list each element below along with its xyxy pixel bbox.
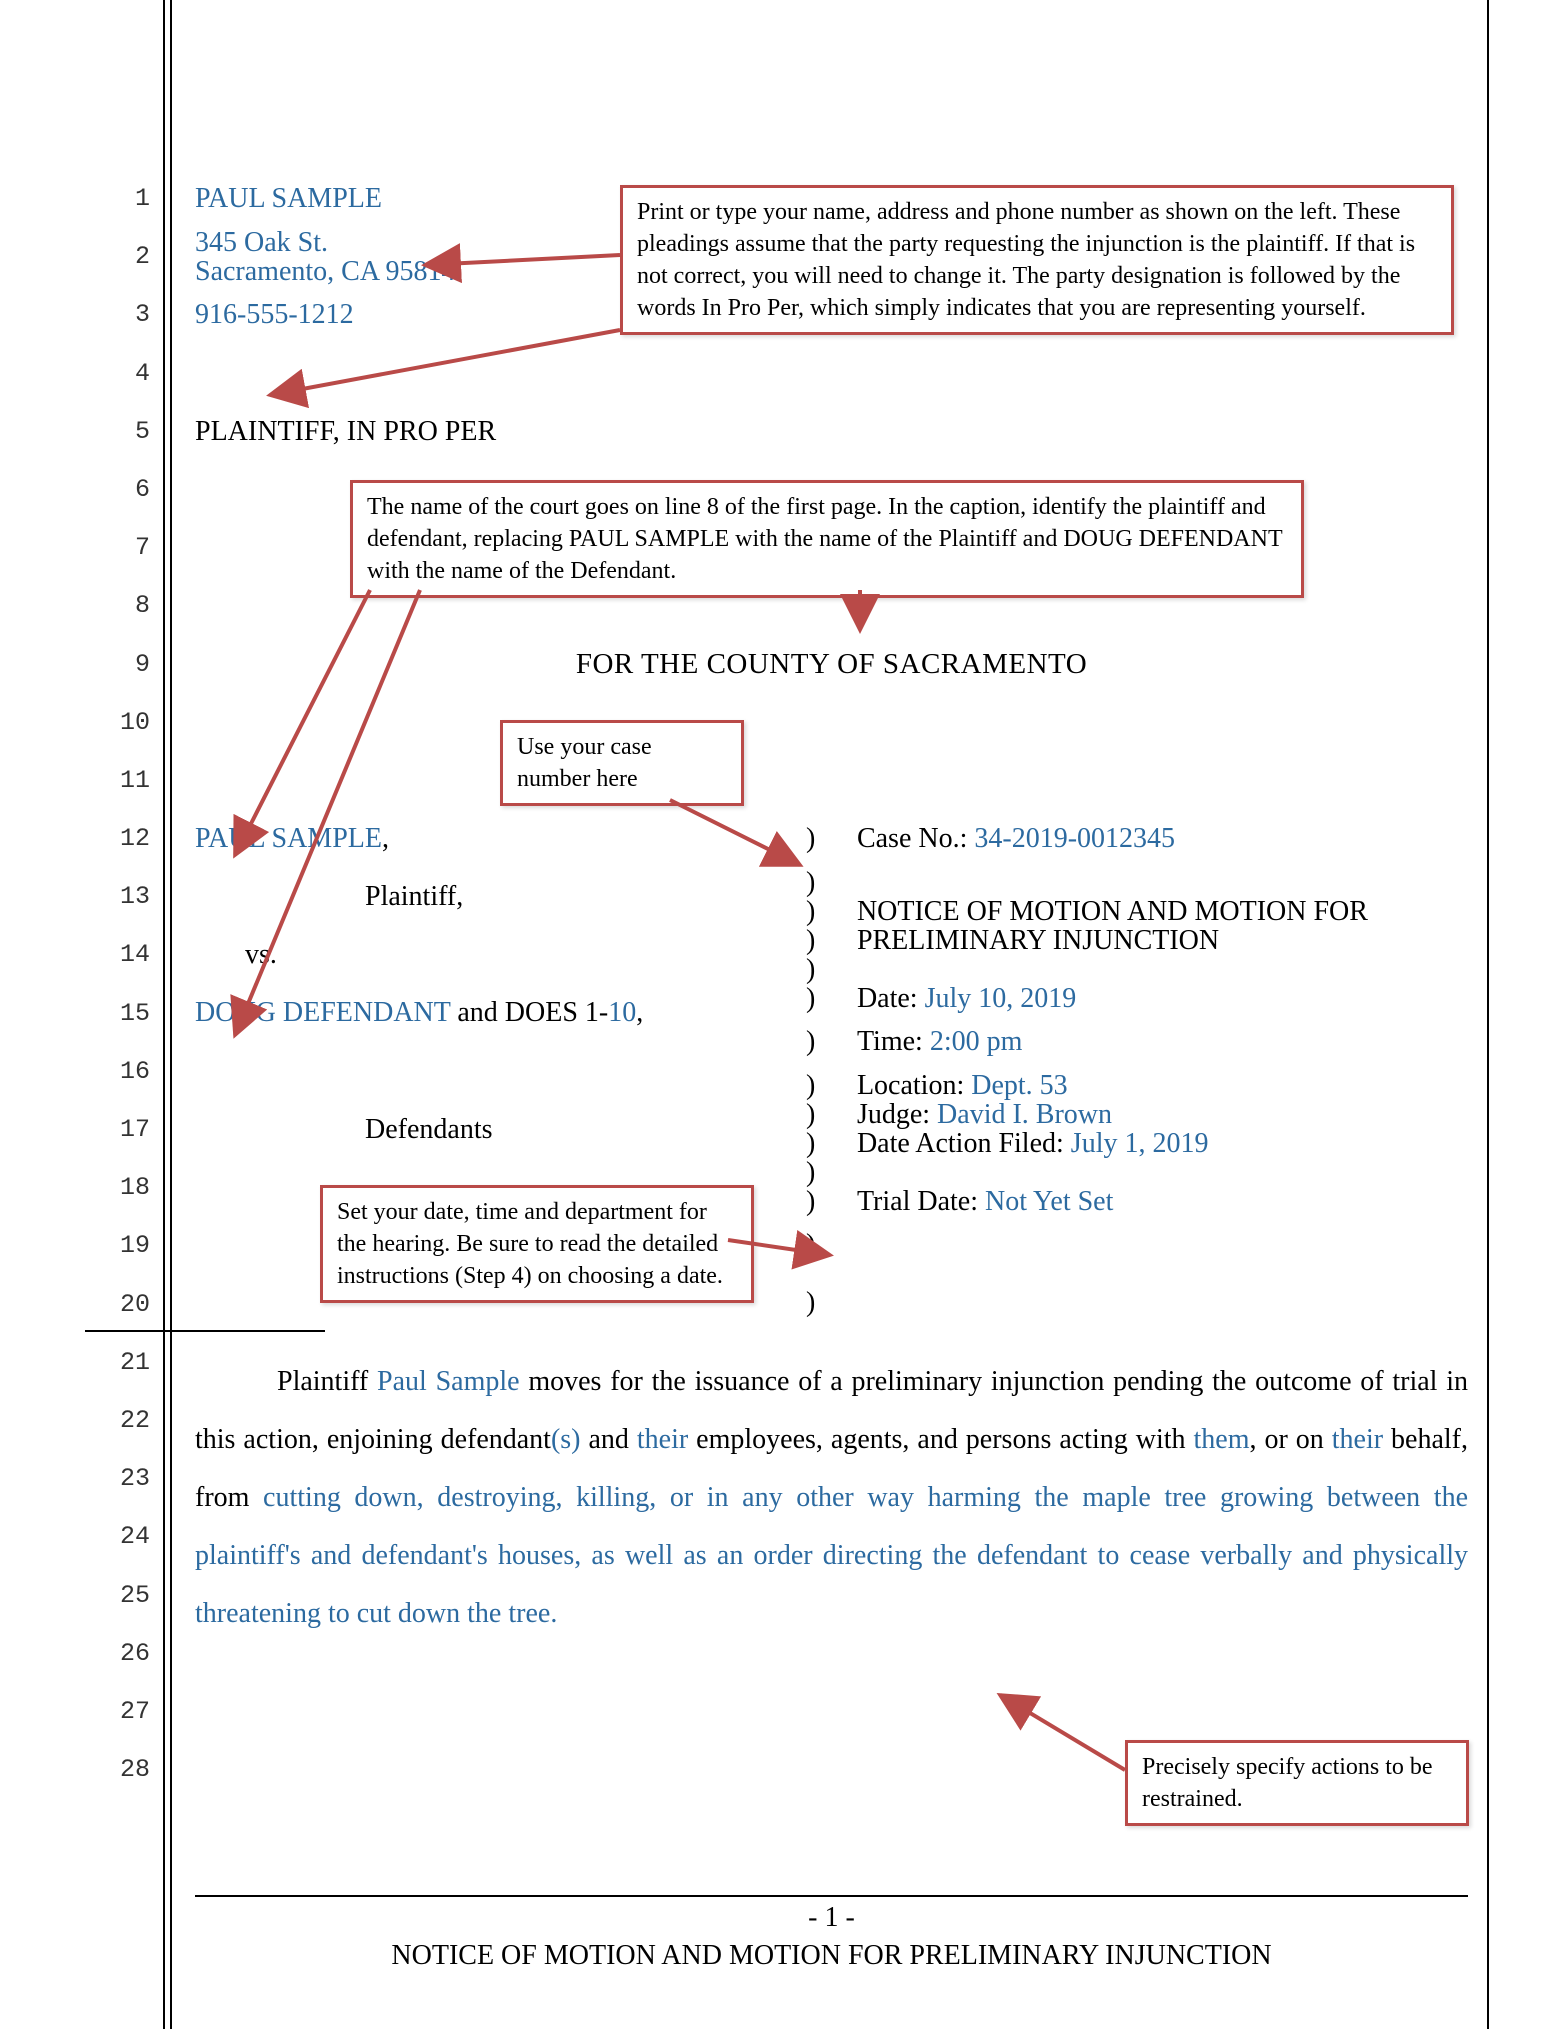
- line-number: 25: [100, 1567, 150, 1625]
- hearing-date-value: July 10, 2019: [925, 983, 1077, 1014]
- line-number: 4: [100, 345, 150, 403]
- body-t1b: Paul Sample: [377, 1366, 520, 1397]
- arrow-to-restrain: [1000, 1695, 1125, 1770]
- line-number: 22: [100, 1392, 150, 1450]
- callout-case-number: Use your case number here: [500, 720, 744, 806]
- callout-party-info: Print or type your name, address and pho…: [620, 185, 1454, 335]
- footer-page-number: - 1 -: [195, 1902, 1468, 1934]
- court-name: FOR THE COUNTY OF SACRAMENTO: [195, 635, 1468, 693]
- plaintiff-role: Plaintiff,: [195, 868, 806, 926]
- line-number: 14: [100, 926, 150, 984]
- line-number: 8: [100, 577, 150, 635]
- does-number: 10: [608, 997, 636, 1028]
- judge-label: Judge:: [857, 1099, 937, 1130]
- body-t3b: , or on: [1249, 1424, 1331, 1455]
- body-t2e: employees, agents, and persons acting wi…: [688, 1424, 1185, 1455]
- defendants-role: Defendants: [195, 1101, 806, 1159]
- motion-body: Plaintiff Paul Sample moves for the issu…: [195, 1353, 1468, 1644]
- hearing-time-label: Time:: [857, 1026, 930, 1057]
- versus: vs.: [195, 926, 806, 984]
- hearing-time-value: 2:00 pm: [930, 1026, 1023, 1057]
- motion-title-2: PRELIMINARY INJUNCTION: [857, 926, 1468, 955]
- location-label: Location:: [857, 1070, 971, 1101]
- legal-pleading-page: 1 2 3 4 5 6 7 8 9 10 11 12 13 14 15 16 1…: [0, 0, 1568, 2029]
- line-number: 5: [100, 403, 150, 461]
- line-number: 13: [100, 868, 150, 926]
- hearing-date-label: Date:: [857, 983, 925, 1014]
- callout-case-number-text: Use your case number here: [517, 734, 652, 792]
- document-content: PAUL SAMPLE 345 Oak St. Sacramento, CA 9…: [195, 170, 1468, 1644]
- footer-rule: [195, 1895, 1468, 1897]
- callout-restrained-actions-text: Precisely specify actions to be restrain…: [1142, 1754, 1433, 1812]
- callout-restrained-actions: Precisely specify actions to be restrain…: [1125, 1740, 1469, 1826]
- line-number: 24: [100, 1508, 150, 1566]
- callout-hearing-info-text: Set your date, time and department for t…: [337, 1199, 723, 1289]
- case-no-value: 34-2019-0012345: [974, 823, 1175, 854]
- margin-rule-right: [1487, 0, 1489, 2029]
- body-t3c: their: [1332, 1424, 1383, 1455]
- line-number: 19: [100, 1217, 150, 1275]
- trial-date-label: Trial Date:: [857, 1186, 985, 1217]
- caption-paren-column: )))) )))) ))) ))): [806, 810, 857, 1333]
- line-number: 10: [100, 694, 150, 752]
- party-designation: PLAINTIFF, IN PRO PER: [195, 403, 1468, 461]
- line-number: 17: [100, 1101, 150, 1159]
- line-number: 1: [100, 170, 150, 228]
- line-number: 12: [100, 810, 150, 868]
- callout-hearing-info: Set your date, time and department for t…: [320, 1185, 754, 1303]
- caption-case-info: Case No.: 34-2019-0012345 NOTICE OF MOTI…: [857, 810, 1468, 1333]
- and-does-pre: and DOES 1-: [450, 997, 608, 1028]
- judge-value: David I. Brown: [937, 1099, 1112, 1130]
- motion-title-1: NOTICE OF MOTION AND MOTION FOR: [857, 897, 1468, 926]
- filed-label: Date Action Filed:: [857, 1128, 1071, 1159]
- body-t1c: moves for the issuance of a preliminary …: [520, 1366, 1352, 1397]
- body-t1a: Plaintiff: [277, 1366, 377, 1397]
- line-number-gutter: 1 2 3 4 5 6 7 8 9 10 11 12 13 14 15 16 1…: [100, 170, 150, 1799]
- location-value: Dept. 53: [971, 1070, 1067, 1101]
- line-number: 2: [100, 228, 150, 286]
- line-number: 26: [100, 1625, 150, 1683]
- callout-court-caption-text: The name of the court goes on line 8 of …: [367, 494, 1282, 584]
- line-number: 27: [100, 1683, 150, 1741]
- line-number: 6: [100, 461, 150, 519]
- body-t2b: (s): [551, 1424, 581, 1455]
- and-does-post: ,: [636, 997, 643, 1028]
- trial-date-value: Not Yet Set: [985, 1186, 1113, 1217]
- defendant-caption-name: DOUG DEFENDANT: [195, 997, 450, 1028]
- line-number: 23: [100, 1450, 150, 1508]
- body-t3a: them: [1193, 1424, 1249, 1455]
- case-no-label: Case No.:: [857, 823, 974, 854]
- line-number: 7: [100, 519, 150, 577]
- body-t2d: their: [637, 1424, 688, 1455]
- line-number: 15: [100, 985, 150, 1043]
- line-number: 28: [100, 1741, 150, 1799]
- line-number: 9: [100, 636, 150, 694]
- filed-value: July 1, 2019: [1071, 1128, 1209, 1159]
- line-number: 3: [100, 286, 150, 344]
- comma: ,: [382, 823, 389, 854]
- line-number: 16: [100, 1043, 150, 1101]
- margin-rule-left-2: [170, 0, 172, 2029]
- line-number: 18: [100, 1159, 150, 1217]
- plaintiff-caption-name: PAUL SAMPLE: [195, 823, 382, 854]
- caption-underline: [85, 1272, 325, 1332]
- line-number: 11: [100, 752, 150, 810]
- line-number: 21: [100, 1334, 150, 1392]
- margin-rule-left-1: [163, 0, 165, 2029]
- body-t2c: and: [581, 1424, 637, 1455]
- footer-title: NOTICE OF MOTION AND MOTION FOR PRELIMIN…: [195, 1940, 1468, 1972]
- callout-court-caption: The name of the court goes on line 8 of …: [350, 480, 1304, 598]
- callout-party-info-text: Print or type your name, address and pho…: [637, 199, 1415, 321]
- body-t3e: cutting down, destroying, killing, or in…: [263, 1482, 1069, 1513]
